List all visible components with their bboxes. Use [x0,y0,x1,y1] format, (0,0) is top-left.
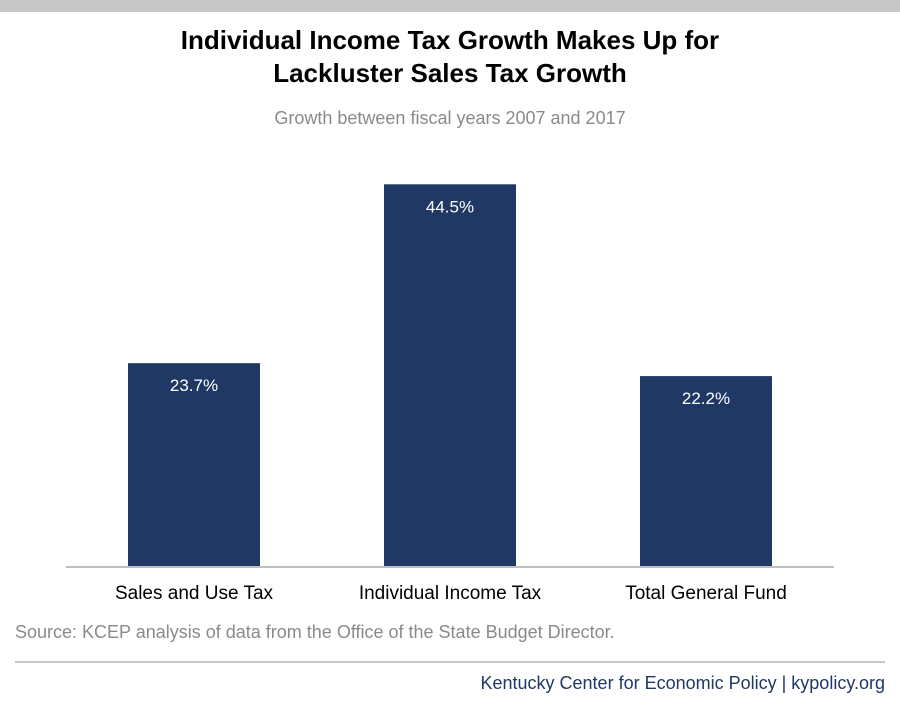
footer-divider [15,661,885,663]
labels-layer: 23.7% Sales and Use Tax 44.5% Individual In… [115,197,787,604]
category-label: Individual Income Tax [359,583,542,604]
chart-subtitle: Growth between fiscal years 2007 and 201… [274,108,626,128]
bar-0 [128,363,260,567]
chart-title-line-1: Individual Income Tax Growth Makes Up fo… [180,25,720,55]
chart-title-line-2: Lackluster Sales Tax Growth [273,58,627,88]
bar-value-label: 22.2% [682,389,730,408]
bar-value-label: 44.5% [426,197,474,216]
top-decorative-bar [0,0,900,12]
category-label: Sales and Use Tax [115,583,274,604]
bar-chart: 23.7% Sales and Use Tax 44.5% Individual In… [66,184,834,604]
bar-1 [384,184,516,568]
footer-credit: Kentucky Center for Economic Policy | ky… [480,673,886,693]
chart-title: Individual Income Tax Growth Makes Up fo… [0,24,900,90]
bars-layer [128,184,772,568]
bar-2 [640,376,772,567]
category-label: Total General Fund [625,583,787,604]
source-note: Source: KCEP analysis of data from the O… [15,622,615,642]
bar-value-label: 23.7% [170,376,218,395]
